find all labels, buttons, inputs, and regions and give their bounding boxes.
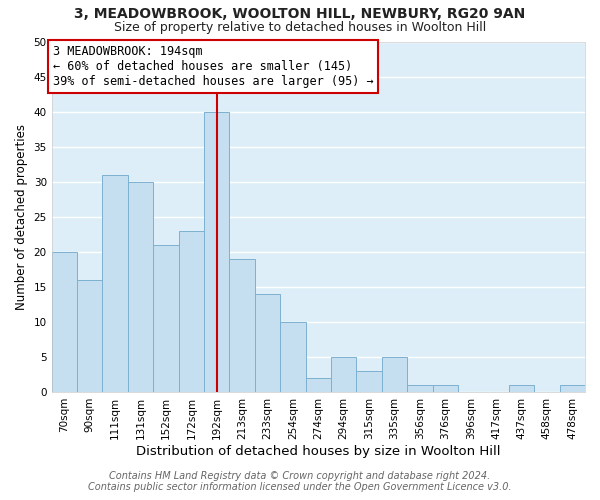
Bar <box>77 280 103 392</box>
Bar <box>103 174 128 392</box>
Bar <box>204 112 229 392</box>
Bar <box>128 182 153 392</box>
Bar <box>255 294 280 392</box>
X-axis label: Distribution of detached houses by size in Woolton Hill: Distribution of detached houses by size … <box>136 444 500 458</box>
Bar <box>280 322 305 392</box>
Bar <box>382 357 407 392</box>
Text: 3, MEADOWBROOK, WOOLTON HILL, NEWBURY, RG20 9AN: 3, MEADOWBROOK, WOOLTON HILL, NEWBURY, R… <box>74 8 526 22</box>
Bar <box>433 385 458 392</box>
Text: 3 MEADOWBROOK: 194sqm
← 60% of detached houses are smaller (145)
39% of semi-det: 3 MEADOWBROOK: 194sqm ← 60% of detached … <box>53 45 374 88</box>
Text: Contains HM Land Registry data © Crown copyright and database right 2024.
Contai: Contains HM Land Registry data © Crown c… <box>88 471 512 492</box>
Bar <box>331 357 356 392</box>
Bar <box>179 230 204 392</box>
Bar <box>509 385 534 392</box>
Bar <box>356 371 382 392</box>
Bar <box>305 378 331 392</box>
Text: Size of property relative to detached houses in Woolton Hill: Size of property relative to detached ho… <box>114 21 486 34</box>
Bar <box>407 385 433 392</box>
Bar <box>229 259 255 392</box>
Bar <box>560 385 585 392</box>
Bar <box>153 245 179 392</box>
Y-axis label: Number of detached properties: Number of detached properties <box>15 124 28 310</box>
Bar <box>52 252 77 392</box>
